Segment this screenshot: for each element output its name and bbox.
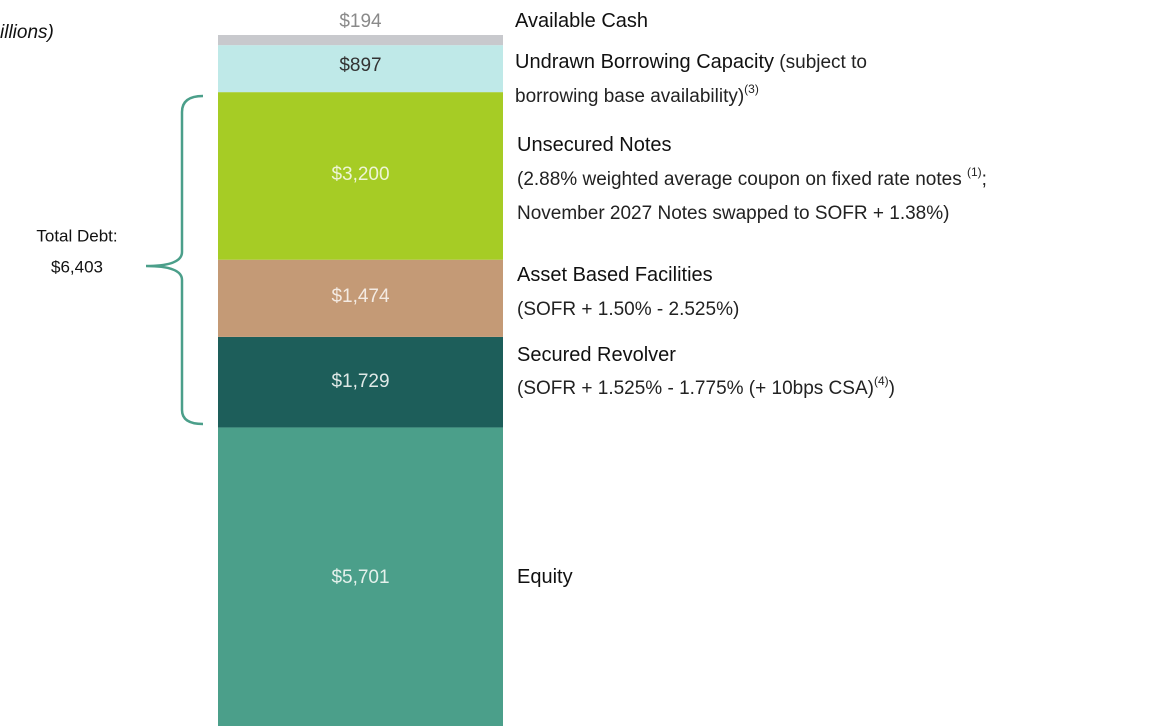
value-label: $897 xyxy=(339,55,381,76)
series-note: November 2027 Notes swapped to SOFR + 1.… xyxy=(517,203,949,224)
series-name: Unsecured Notes xyxy=(517,134,672,156)
annotation-text: Total Debt: xyxy=(36,226,117,245)
note-text: ; xyxy=(982,169,987,190)
legend-label: Secured Revolver xyxy=(517,344,676,366)
note-text: November 2027 Notes swapped to SOFR + 1.… xyxy=(517,203,949,224)
legend-label: Available Cash xyxy=(515,10,648,32)
value-label: $194 xyxy=(339,11,382,32)
debt-bracket xyxy=(145,94,204,426)
legend-label: Asset Based Facilities xyxy=(517,264,713,286)
note-text: (SOFR + 1.50% - 2.525%) xyxy=(517,299,739,320)
annotation-value: $6,403 xyxy=(51,257,103,276)
note-text: (2.88% weighted average coupon on fixed … xyxy=(517,169,967,190)
series-note: (SOFR + 1.50% - 2.525%) xyxy=(517,299,739,320)
note-sup: (3) xyxy=(744,82,759,96)
subtitle: illions) xyxy=(0,22,54,43)
value-label: $1,729 xyxy=(331,371,389,392)
series-name: Secured Revolver xyxy=(517,344,676,366)
series-name: Undrawn Borrowing Capacity xyxy=(515,51,774,73)
legend-label: Equity xyxy=(517,566,573,588)
value-label: $3,200 xyxy=(331,164,389,185)
bar-segment xyxy=(218,92,503,260)
legend-label: Unsecured Notes xyxy=(517,134,672,156)
bar-segment xyxy=(218,259,503,337)
value-label: $5,701 xyxy=(331,567,389,588)
note-sup: (1) xyxy=(967,165,982,179)
series-note: (2.88% weighted average coupon on fixed … xyxy=(517,165,987,190)
series-name: Available Cash xyxy=(515,10,648,32)
bar-segment xyxy=(218,336,503,428)
bar-segment xyxy=(218,45,503,93)
series-note: borrowing base availability)(3) xyxy=(515,82,759,107)
value-label: $1,474 xyxy=(331,286,390,307)
bar-segment xyxy=(218,427,503,726)
bar-segment xyxy=(218,35,503,46)
note-text: (SOFR + 1.525% - 1.775% (+ 10bps CSA) xyxy=(517,378,874,399)
note-sup: (4) xyxy=(874,374,889,388)
series-note: (SOFR + 1.525% - 1.775% (+ 10bps CSA)(4)… xyxy=(517,374,895,399)
note-text: borrowing base availability) xyxy=(515,86,744,107)
series-name: Equity xyxy=(517,566,573,588)
legend-label: Undrawn Borrowing Capacity (subject to xyxy=(515,51,867,73)
name-suffix: (subject to xyxy=(774,52,867,73)
note-text: ) xyxy=(889,378,895,399)
series-name: Asset Based Facilities xyxy=(517,264,713,286)
